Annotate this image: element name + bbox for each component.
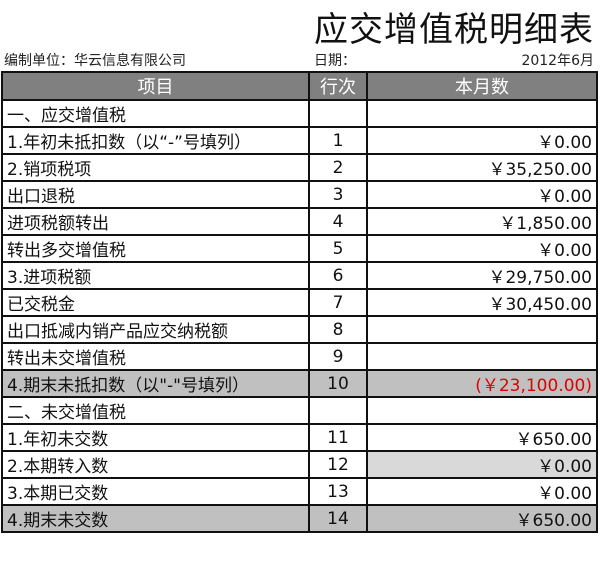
item-cell[interactable]: 2.本期转入数: [1, 450, 310, 479]
line-cell[interactable]: 4: [308, 207, 368, 236]
value-cell[interactable]: ￥29,750.00: [366, 261, 598, 290]
line-cell[interactable]: [308, 99, 368, 128]
item-cell[interactable]: 二、未交增值税: [1, 396, 310, 425]
line-cell[interactable]: 13: [308, 477, 368, 506]
item-cell[interactable]: 一、应交增值税: [1, 99, 310, 128]
table-row: 转出多交增值税 5 ￥0.00: [1, 234, 598, 263]
table-row: 转出未交增值税 9: [1, 342, 598, 371]
item-cell[interactable]: 1.年初未抵扣数（以“-”号填列）: [1, 126, 310, 155]
value-cell[interactable]: ￥1,850.00: [366, 207, 598, 236]
value-cell[interactable]: ￥0.00: [366, 126, 598, 155]
item-cell[interactable]: 1.年初未交数: [1, 423, 310, 452]
line-cell[interactable]: 3: [308, 180, 368, 209]
page-title: 应交增值税明细表: [314, 10, 594, 50]
table-row: 4.期末未抵扣数（以"-"号填列） 10 (￥23,100.00): [1, 369, 598, 398]
line-cell[interactable]: 12: [308, 450, 368, 479]
item-cell[interactable]: 出口抵减内销产品应交纳税额: [1, 315, 310, 344]
line-cell[interactable]: 11: [308, 423, 368, 452]
table-row: 3.进项税额 6 ￥29,750.00: [1, 261, 598, 290]
table-row: 2.本期转入数 12 ￥0.00: [1, 450, 598, 479]
item-cell[interactable]: 4.期末未抵扣数（以"-"号填列）: [1, 369, 310, 398]
value-cell[interactable]: [366, 99, 598, 128]
item-cell[interactable]: 转出未交增值税: [1, 342, 310, 371]
date-value: 2012年6月: [521, 53, 594, 69]
company-unit: 编制单位：华云信息有限公司: [4, 53, 186, 69]
item-cell[interactable]: 已交税金: [1, 288, 310, 317]
line-cell[interactable]: 7: [308, 288, 368, 317]
value-cell[interactable]: ￥35,250.00: [366, 153, 598, 182]
item-cell[interactable]: 2.销项税项: [1, 153, 310, 182]
info-row: 编制单位：华云信息有限公司 日期： 2012年6月: [0, 48, 600, 70]
line-cell[interactable]: 2: [308, 153, 368, 182]
value-cell[interactable]: [366, 342, 598, 371]
line-cell[interactable]: 10: [308, 369, 368, 398]
value-cell[interactable]: ￥0.00: [366, 477, 598, 506]
line-cell[interactable]: 6: [308, 261, 368, 290]
line-cell[interactable]: 9: [308, 342, 368, 371]
table-row: 一、应交增值税: [1, 99, 598, 128]
header-value: 本月数: [366, 71, 598, 101]
line-cell[interactable]: 1: [308, 126, 368, 155]
value-cell[interactable]: [366, 315, 598, 344]
header-item: 项目: [1, 71, 310, 101]
line-cell[interactable]: 14: [308, 504, 368, 533]
table-row: 出口退税 3 ￥0.00: [1, 180, 598, 209]
value-cell[interactable]: ￥0.00: [366, 180, 598, 209]
line-cell[interactable]: 8: [308, 315, 368, 344]
table-row: 1.年初未抵扣数（以“-”号填列） 1 ￥0.00: [1, 126, 598, 155]
value-cell[interactable]: [366, 396, 598, 425]
item-cell[interactable]: 4.期末未交数: [1, 504, 310, 533]
table-row: 2.销项税项 2 ￥35,250.00: [1, 153, 598, 182]
table-row: 1.年初未交数 11 ￥650.00: [1, 423, 598, 452]
value-cell[interactable]: ￥650.00: [366, 423, 598, 452]
table-row: 4.期末未交数 14 ￥650.00: [1, 504, 598, 533]
table-row: 二、未交增值税: [1, 396, 598, 425]
line-cell[interactable]: [308, 396, 368, 425]
line-cell[interactable]: 5: [308, 234, 368, 263]
value-cell[interactable]: ￥0.00: [366, 450, 598, 479]
date-label: 日期：: [314, 53, 356, 69]
item-cell[interactable]: 3.本期已交数: [1, 477, 310, 506]
value-cell[interactable]: ￥0.00: [366, 234, 598, 263]
vat-table: 项目 行次 本月数 一、应交增值税 1.年初未抵扣数（以“-”号填列） 1 ￥0.00…: [1, 71, 598, 533]
item-cell[interactable]: 转出多交增值税: [1, 234, 310, 263]
table-row: 已交税金 7 ￥30,450.00: [1, 288, 598, 317]
table-row: 进项税额转出 4 ￥1,850.00: [1, 207, 598, 236]
item-cell[interactable]: 3.进项税额: [1, 261, 310, 290]
header-line: 行次: [308, 71, 368, 101]
value-cell[interactable]: ￥650.00: [366, 504, 598, 533]
table-row: 出口抵减内销产品应交纳税额 8: [1, 315, 598, 344]
value-cell[interactable]: (￥23,100.00): [366, 369, 598, 398]
item-cell[interactable]: 进项税额转出: [1, 207, 310, 236]
table-row: 3.本期已交数 13 ￥0.00: [1, 477, 598, 506]
value-cell[interactable]: ￥30,450.00: [366, 288, 598, 317]
header-row: 项目 行次 本月数: [1, 71, 598, 101]
item-cell[interactable]: 出口退税: [1, 180, 310, 209]
